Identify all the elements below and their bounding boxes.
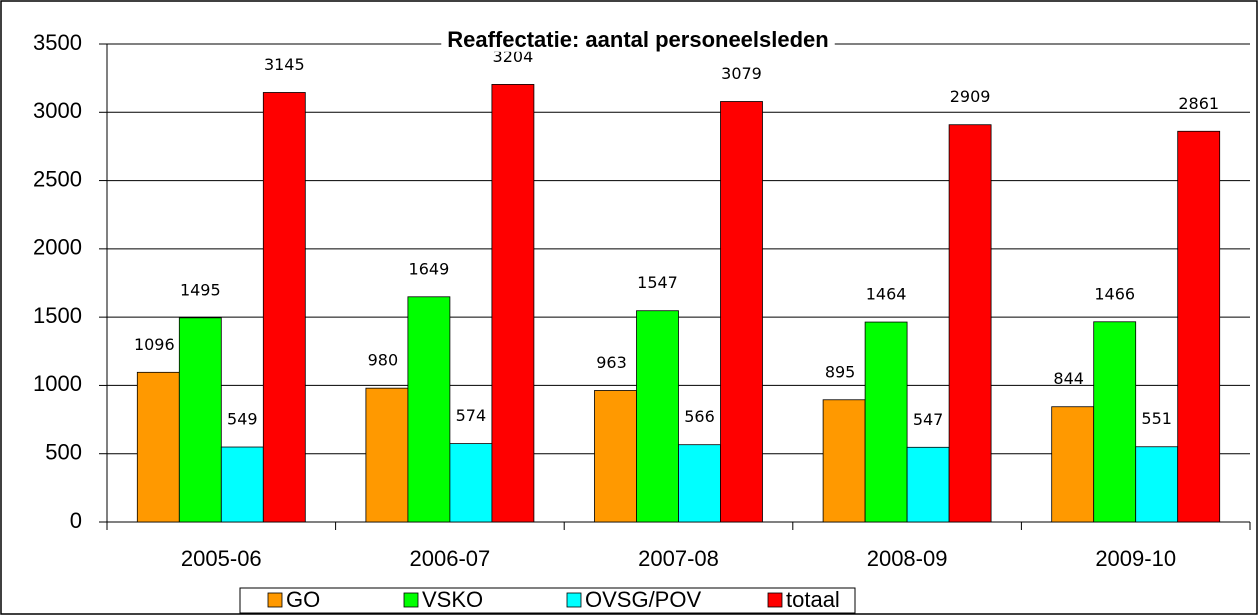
bar bbox=[822, 399, 866, 523]
value-label: 2861 bbox=[1178, 94, 1219, 113]
value-label: 1466 bbox=[1094, 284, 1135, 303]
legend-label: OVSG/POV bbox=[585, 587, 701, 612]
value-label: 566 bbox=[684, 407, 715, 426]
bar bbox=[720, 101, 763, 523]
x-tick-label: 2009-10 bbox=[1095, 546, 1176, 571]
bar bbox=[262, 92, 306, 523]
value-label: 1649 bbox=[409, 259, 450, 278]
legend-label: GO bbox=[286, 587, 320, 612]
y-tick-label: 1500 bbox=[33, 303, 82, 328]
value-label: 844 bbox=[1053, 369, 1084, 388]
bar bbox=[178, 317, 222, 523]
y-tick-label: 0 bbox=[70, 508, 82, 533]
legend-box bbox=[239, 587, 856, 614]
bar bbox=[365, 387, 409, 523]
value-label: 549 bbox=[227, 410, 258, 429]
legend-swatch bbox=[267, 592, 283, 608]
legend-swatch bbox=[767, 592, 783, 608]
y-tick-label: 2000 bbox=[33, 235, 82, 260]
chart-title: Reaffectatie: aantal personeelsleden bbox=[447, 27, 828, 52]
bar bbox=[864, 321, 908, 523]
value-label: 1096 bbox=[134, 335, 175, 354]
title-background bbox=[441, 26, 835, 52]
bar bbox=[220, 446, 264, 523]
bar bbox=[407, 296, 451, 523]
y-tick-label: 1000 bbox=[33, 371, 82, 396]
value-label: 547 bbox=[913, 410, 944, 429]
legend-label: VSKO bbox=[422, 587, 483, 612]
bar bbox=[1135, 446, 1179, 523]
value-label: 3079 bbox=[721, 64, 762, 83]
value-label: 963 bbox=[596, 353, 627, 372]
legend-swatch bbox=[566, 592, 582, 608]
bar bbox=[136, 371, 180, 523]
value-label: 895 bbox=[825, 362, 856, 381]
bar bbox=[491, 84, 535, 523]
y-tick-label: 2500 bbox=[33, 166, 82, 191]
bar bbox=[948, 124, 992, 523]
x-tick-label: 2007-08 bbox=[638, 546, 719, 571]
value-label: 2909 bbox=[950, 87, 991, 106]
bar bbox=[636, 310, 679, 523]
bar bbox=[906, 446, 950, 523]
bar bbox=[1051, 406, 1095, 523]
y-tick-label: 3500 bbox=[33, 30, 82, 55]
legend-swatch bbox=[403, 592, 419, 608]
value-label: 574 bbox=[456, 406, 487, 425]
bar bbox=[594, 390, 637, 523]
bar bbox=[449, 443, 493, 523]
x-tick-label: 2006-07 bbox=[410, 546, 491, 571]
legend-label: totaal bbox=[786, 587, 840, 612]
value-label: 980 bbox=[368, 351, 399, 370]
bar bbox=[1177, 130, 1221, 523]
bar bbox=[678, 444, 721, 523]
value-label: 3145 bbox=[264, 55, 305, 74]
x-tick-label: 2008-09 bbox=[867, 546, 948, 571]
y-tick-label: 3000 bbox=[33, 98, 82, 123]
value-label: 551 bbox=[1141, 409, 1172, 428]
y-tick-label: 500 bbox=[45, 440, 82, 465]
bar bbox=[1093, 321, 1137, 523]
value-label: 1495 bbox=[180, 280, 221, 299]
value-label: 1464 bbox=[866, 285, 907, 304]
x-tick-label: 2005-06 bbox=[181, 546, 262, 571]
value-label: 1547 bbox=[637, 273, 678, 292]
